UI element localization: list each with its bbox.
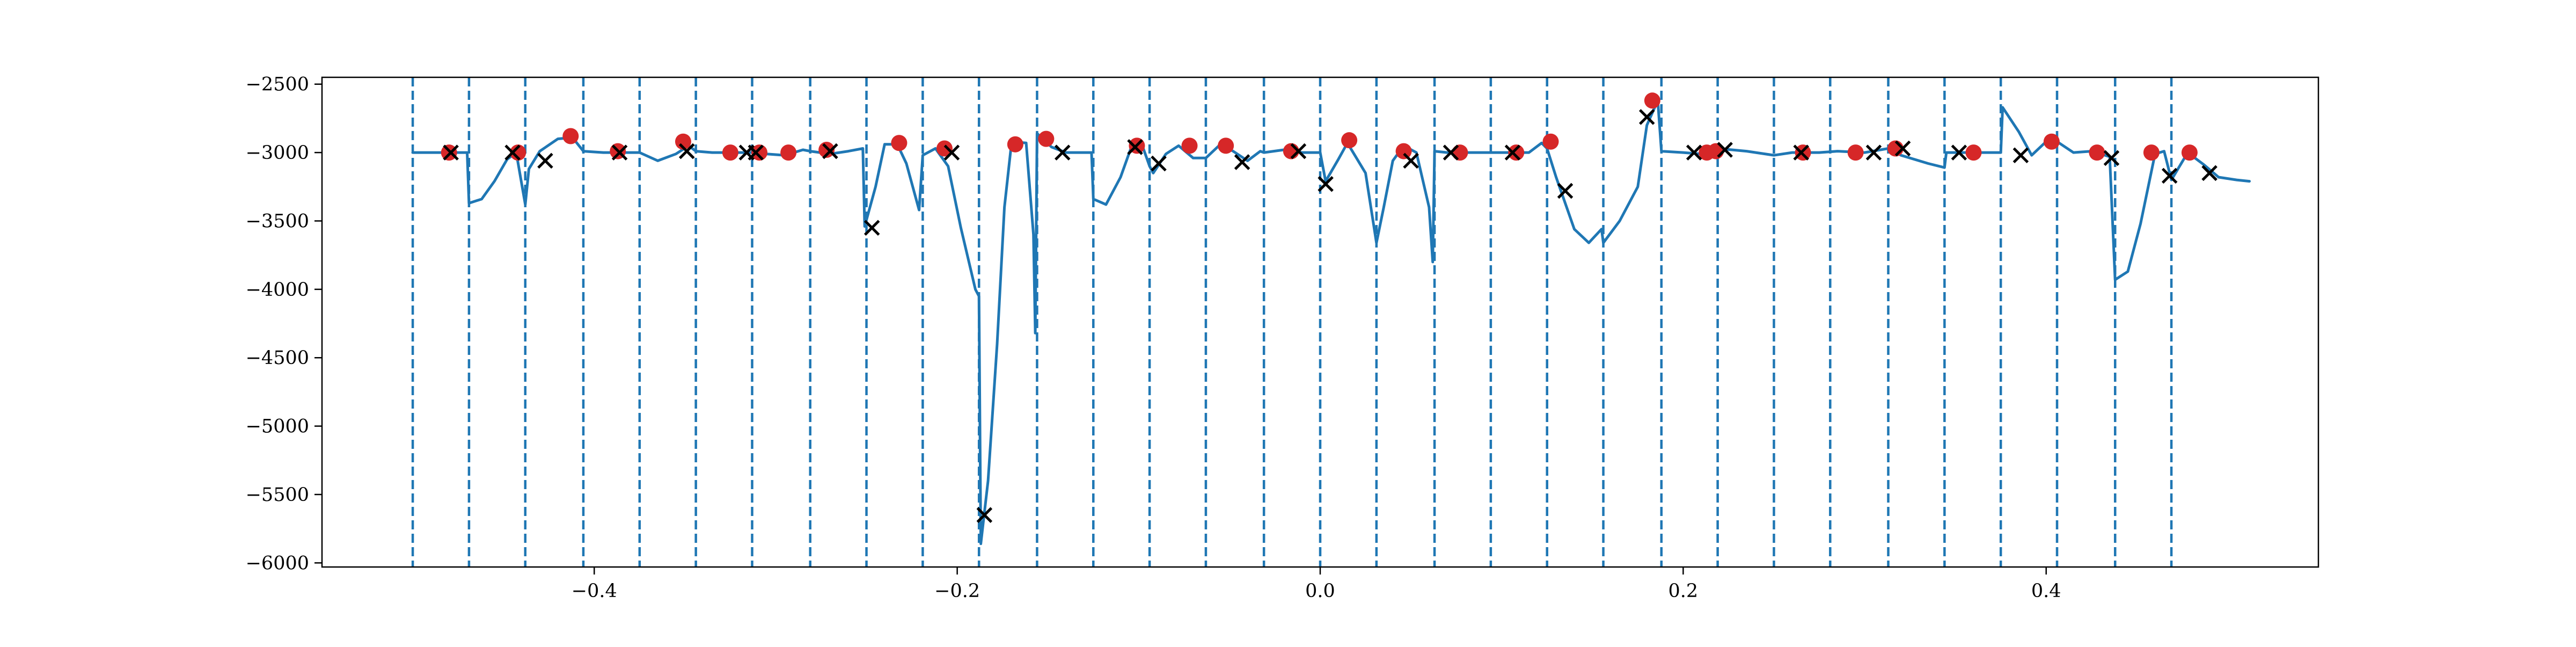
y-tick-label-4: −4500 bbox=[246, 347, 309, 369]
y-tick-label-2: −3500 bbox=[246, 210, 309, 232]
dot-marker-30 bbox=[2089, 144, 2105, 161]
y-axis: −2500 −3000 −3500 −4000 −4500 −5000 −5500 −6000 bbox=[246, 74, 322, 574]
cross-marker-7 bbox=[822, 143, 838, 159]
dot-marker-2 bbox=[562, 128, 579, 144]
dot-marker-21 bbox=[1542, 133, 1559, 150]
x-tick-label-1: −0.2 bbox=[934, 580, 980, 602]
cross-marker-17 bbox=[1403, 152, 1419, 169]
cross-marker-10 bbox=[976, 507, 993, 523]
x-tick-label-2: 0.0 bbox=[1305, 580, 1335, 602]
dot-marker-20 bbox=[1508, 144, 1525, 161]
dot-marker-29 bbox=[2043, 133, 2060, 150]
y-tick-label-6: −5500 bbox=[246, 484, 309, 506]
dot-marker-10 bbox=[936, 140, 953, 157]
dot-marker-22 bbox=[1644, 92, 1660, 109]
x-tick-label-3: 0.2 bbox=[1668, 580, 1699, 602]
dot-marker-28 bbox=[1965, 144, 1982, 161]
cross-marker-23 bbox=[1717, 142, 1733, 158]
cross-marker-12 bbox=[1127, 139, 1143, 155]
y-tick-label-5: −5000 bbox=[246, 416, 309, 438]
dot-marker-12 bbox=[1038, 130, 1055, 147]
cross-marker-27 bbox=[1951, 144, 1967, 161]
cross-marker-0 bbox=[443, 144, 459, 161]
dot-marker-7 bbox=[780, 144, 797, 161]
cross-marker-14 bbox=[1234, 154, 1250, 170]
cross-marker-13 bbox=[1151, 155, 1167, 172]
y-tick-label-7: −6000 bbox=[246, 553, 309, 574]
dot-marker-26 bbox=[1847, 144, 1864, 161]
dot-marker-6 bbox=[751, 144, 768, 161]
cross-marker-16 bbox=[1318, 176, 1334, 192]
dot-marker-19 bbox=[1452, 144, 1468, 161]
cross-marker-11 bbox=[1055, 144, 1071, 161]
cross-marker-8 bbox=[863, 220, 880, 236]
cross-marker-6 bbox=[748, 144, 764, 161]
dot-marker-1 bbox=[510, 144, 526, 161]
dot-marker-17 bbox=[1341, 132, 1358, 149]
cross-marker-4 bbox=[678, 143, 695, 159]
dot-marker-4 bbox=[675, 133, 691, 150]
dot-marker-32 bbox=[2181, 144, 2198, 161]
cross-marker-21 bbox=[1638, 109, 1655, 125]
y-tick-label-0: −2500 bbox=[246, 74, 309, 96]
cross-marker-26 bbox=[1894, 140, 1911, 157]
cross-marker-28 bbox=[2012, 147, 2029, 163]
cross-marker-22 bbox=[1686, 144, 1702, 161]
cross-marker-31 bbox=[2201, 165, 2218, 181]
cross-marker-19 bbox=[1504, 144, 1521, 161]
series-line-0 bbox=[411, 99, 2251, 546]
series-lines bbox=[411, 99, 2251, 546]
cross-marker-30 bbox=[2161, 168, 2178, 184]
x-tick-label-0: −0.4 bbox=[572, 580, 617, 602]
cross-marker-24 bbox=[1793, 144, 1809, 161]
dot-marker-14 bbox=[1181, 137, 1198, 154]
cross-marker-25 bbox=[1865, 144, 1882, 161]
cross-markers bbox=[443, 109, 2218, 523]
y-tick-label-3: −4000 bbox=[246, 279, 309, 301]
dot-marker-8 bbox=[818, 142, 835, 158]
dot-marker-9 bbox=[891, 135, 908, 151]
x-tick-label-4: 0.4 bbox=[2031, 580, 2061, 602]
y-tick-label-1: −3000 bbox=[246, 142, 309, 164]
dot-marker-5 bbox=[722, 144, 738, 161]
cross-marker-9 bbox=[943, 144, 960, 161]
cross-marker-29 bbox=[2103, 150, 2120, 166]
cross-marker-3 bbox=[611, 144, 628, 161]
cross-marker-20 bbox=[1557, 183, 1574, 199]
x-axis: −0.4 −0.2 0.0 0.2 0.4 bbox=[572, 567, 2061, 602]
dot-marker-18 bbox=[1395, 143, 1412, 159]
cross-marker-18 bbox=[1443, 144, 1459, 161]
cross-marker-1 bbox=[504, 144, 521, 161]
cross-marker-2 bbox=[537, 152, 553, 169]
dot-marker-15 bbox=[1218, 137, 1234, 154]
cross-marker-15 bbox=[1290, 143, 1307, 159]
dot-marker-11 bbox=[1007, 136, 1023, 152]
dot-marker-31 bbox=[2143, 144, 2160, 161]
